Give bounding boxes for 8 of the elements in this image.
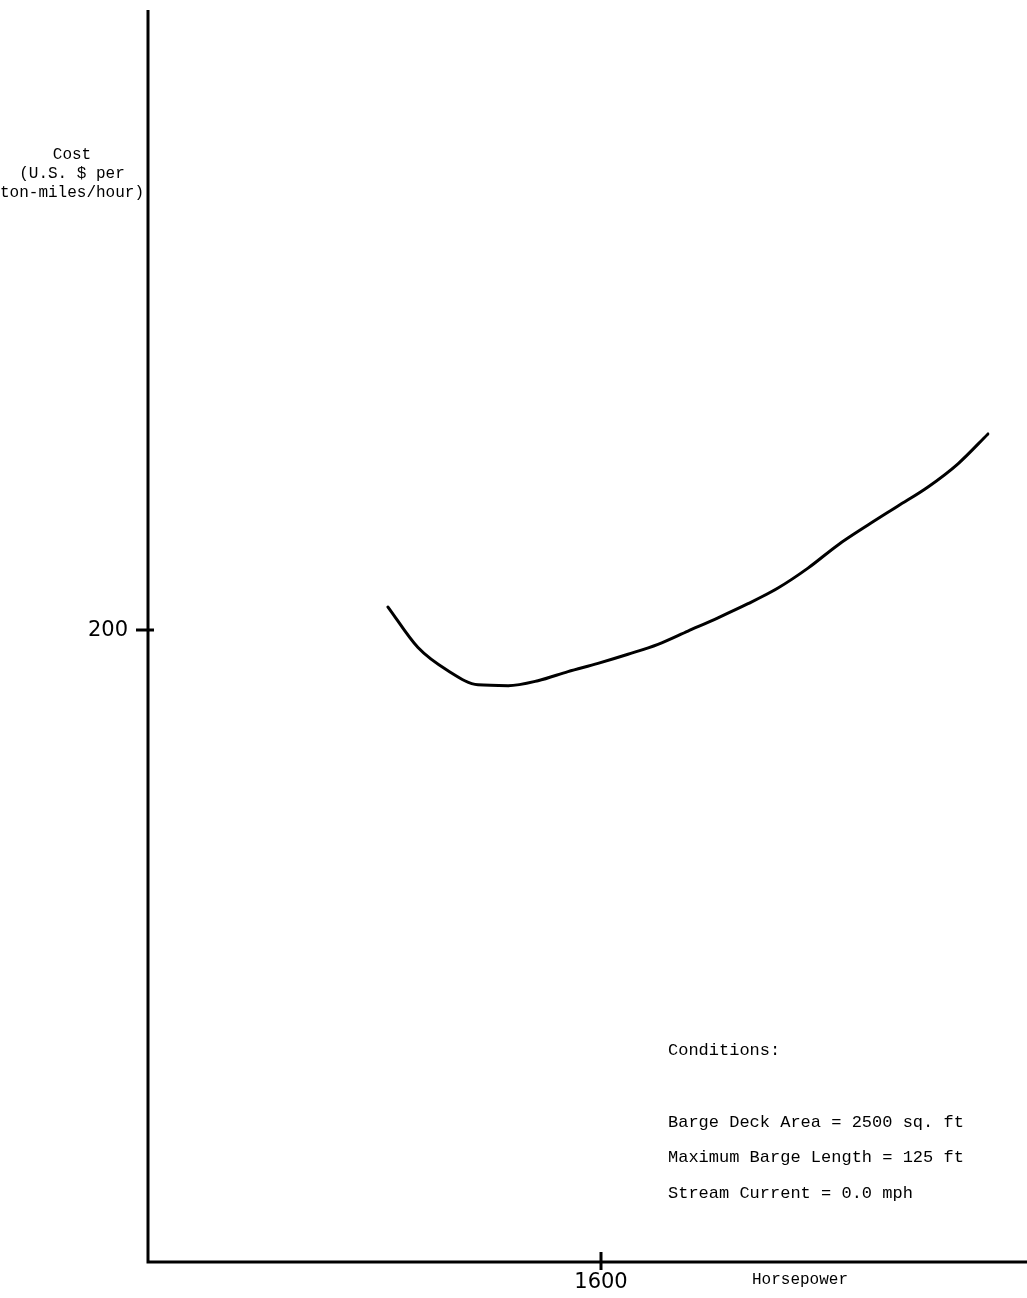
annotation: Barge Deck Area = 2500 sq. ft — [668, 1112, 964, 1132]
text: 1600 — [574, 1269, 628, 1294]
x-axis-title: Horsepower — [752, 1271, 849, 1290]
text: 200 — [87, 617, 128, 642]
annotation: Stream Current = 0.0 mph — [668, 1183, 913, 1203]
annotation: Maximum Barge Length = 125 ft — [668, 1147, 964, 1167]
annotation: Conditions: — [668, 1040, 781, 1060]
text: Cost (U.S. $ per ton-miles/hour) — [0, 146, 145, 203]
